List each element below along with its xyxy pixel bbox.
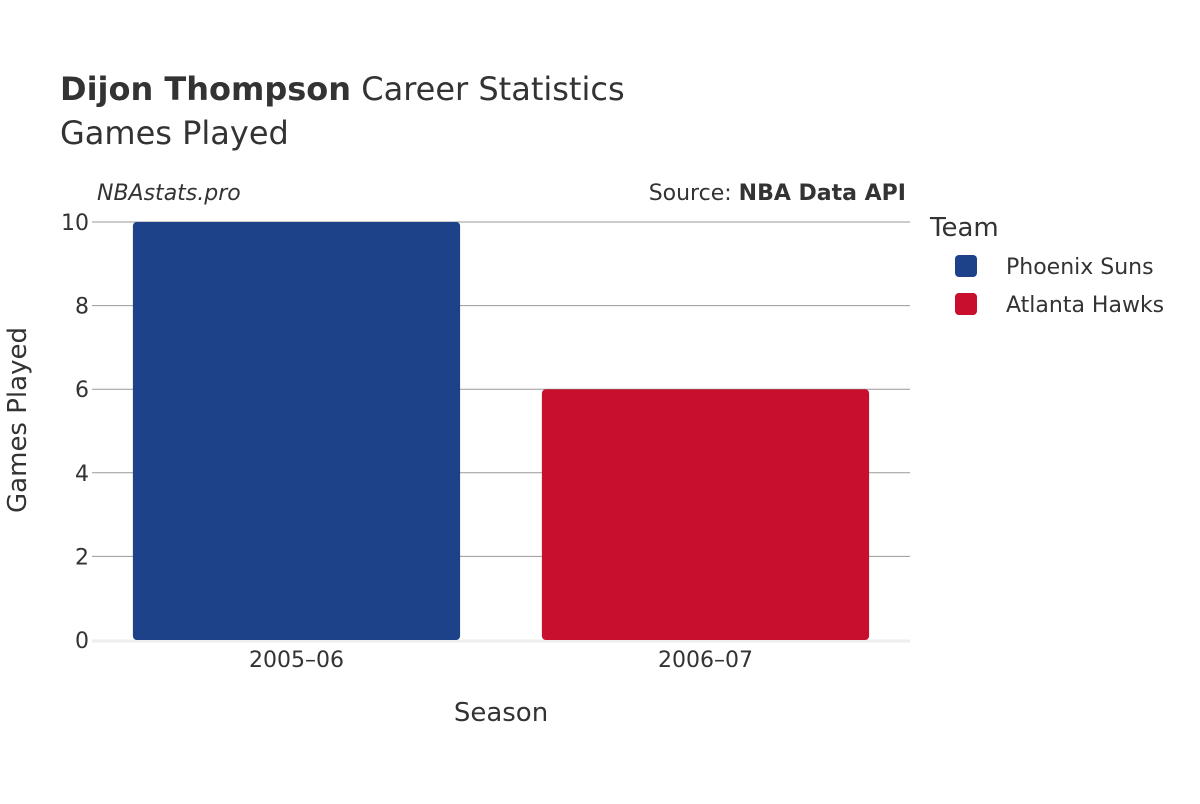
legend-swatch [955,255,977,277]
legend-title: Team [929,213,999,243]
x-tick-label: 2005–06 [249,648,344,673]
chart-subtitle: Games Played [60,114,289,152]
y-tick-label: 2 [75,545,89,570]
title-suffix: Career Statistics [351,70,625,108]
source-credit: Source: NBA Data API [649,181,906,206]
y-tick-label: 10 [61,211,89,236]
legend: Phoenix Suns Atlanta Hawks [955,255,1164,318]
source-prefix: Source: [649,181,739,206]
legend-swatch [955,293,977,315]
legend-item-label: Atlanta Hawks [1006,293,1164,318]
y-tick-label: 0 [75,629,89,654]
bar [132,222,461,640]
legend-item-label: Phoenix Suns [1006,255,1154,280]
y-tick-label: 4 [75,462,89,487]
player-name: Dijon Thompson [60,70,351,108]
site-credit: NBAstats.pro [97,181,241,206]
y-axis-ticks: 0 2 4 6 8 10 [61,211,89,654]
y-tick-label: 8 [75,295,89,320]
x-tick-label: 2006–07 [658,648,753,673]
chart-title: Dijon Thompson Career Statistics [60,70,625,108]
y-tick-label: 6 [75,378,89,403]
x-axis-ticks: 2005–06 2006–07 [249,648,753,673]
y-axis-title: Games Played [3,327,33,513]
x-axis-title: Season [454,698,548,728]
bar [541,389,870,640]
source-name: NBA Data API [739,181,906,206]
bars [132,222,870,640]
